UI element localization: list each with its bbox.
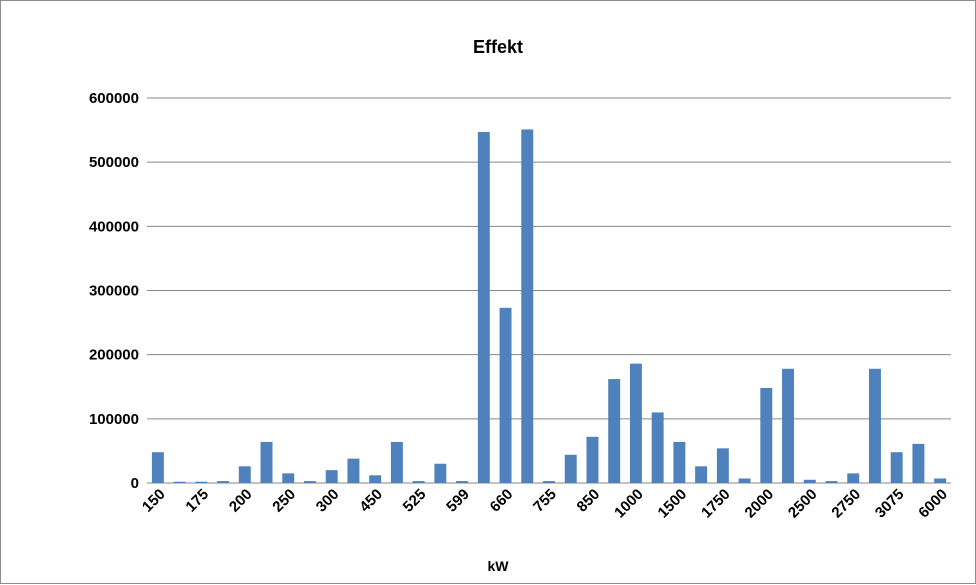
x-tick-label: 300 (313, 486, 343, 516)
bar (847, 473, 860, 483)
bar (260, 441, 273, 483)
x-tick-label: 2750 (828, 486, 864, 522)
x-tick-label: 1750 (698, 486, 734, 522)
y-tick-label: 400000 (89, 218, 139, 235)
bar (499, 307, 512, 483)
bar (543, 481, 555, 483)
bar (912, 443, 925, 483)
x-tick-label: 1000 (611, 486, 647, 522)
bar (673, 441, 686, 483)
x-tick-label: 755 (530, 486, 560, 516)
bar (760, 388, 773, 483)
bar (195, 481, 208, 483)
bar (586, 436, 599, 483)
x-tick-label: 3075 (872, 486, 908, 522)
bar (695, 466, 708, 483)
bar (303, 481, 316, 483)
bar (782, 368, 795, 483)
y-tick-label: 300000 (89, 283, 139, 300)
chart-title: Effekt (473, 37, 523, 57)
x-axis-ticks: 150 175 200 250 300 450 525 599 660 755 850 1000 150… (139, 486, 951, 522)
bar (716, 448, 729, 483)
x-tick-label: 2500 (785, 486, 821, 522)
x-tick-label: 175 (182, 486, 212, 516)
x-tick-label: 2000 (742, 486, 778, 522)
gridlines (147, 97, 951, 484)
x-tick-label: 6000 (915, 486, 951, 522)
y-tick-label: 200000 (89, 347, 139, 364)
x-tick-label: 200 (226, 486, 256, 516)
bar (390, 441, 403, 483)
bar (238, 466, 251, 483)
bar (456, 481, 469, 483)
x-axis-label: kW (488, 558, 510, 574)
bar (868, 368, 881, 483)
y-tick-label: 500000 (89, 154, 139, 171)
x-tick-label: 1500 (655, 486, 691, 522)
bar (629, 363, 642, 483)
bar (738, 478, 751, 483)
bar (412, 481, 425, 483)
bar (825, 481, 838, 483)
x-tick-label: 660 (487, 486, 517, 516)
bar (151, 452, 164, 483)
x-tick-label: 250 (269, 486, 299, 516)
y-tick-label: 600000 (89, 90, 139, 107)
y-axis-ticks: 0 100000 200000 300000 400000 500000 600000 (89, 90, 139, 492)
bar (434, 463, 447, 483)
bar (325, 470, 338, 483)
y-tick-label: 0 (131, 475, 139, 492)
bar (521, 129, 534, 484)
bar (803, 479, 816, 483)
bar (217, 481, 230, 483)
bars (151, 129, 947, 484)
bar (282, 473, 295, 483)
bar (477, 132, 490, 483)
bar (651, 412, 664, 483)
bar (347, 458, 360, 483)
x-tick-label: 525 (400, 486, 430, 516)
x-tick-label: 850 (574, 486, 604, 516)
x-tick-label: 150 (139, 486, 169, 516)
x-tick-label: 450 (356, 486, 386, 516)
y-tick-label: 100000 (89, 411, 139, 428)
bar (173, 481, 186, 483)
bar (934, 478, 947, 483)
bar (564, 454, 577, 483)
x-tick-label: 599 (443, 486, 473, 516)
bar (890, 452, 903, 483)
bar (369, 475, 382, 483)
bar (608, 379, 621, 483)
